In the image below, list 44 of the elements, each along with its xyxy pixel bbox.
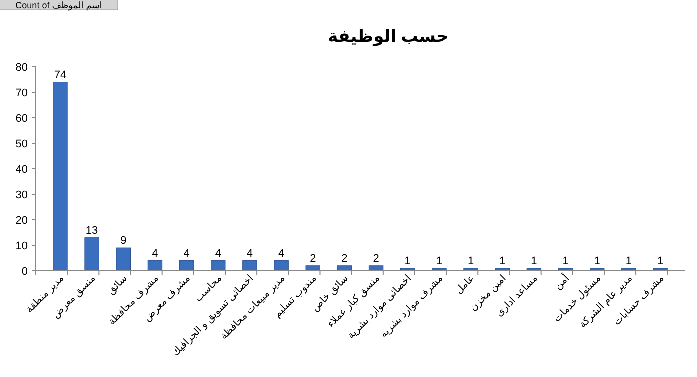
bar xyxy=(148,260,163,272)
data-label: 9 xyxy=(120,235,127,248)
bar xyxy=(53,82,68,272)
bar xyxy=(274,260,289,272)
data-label: 4 xyxy=(152,248,158,260)
data-label: 1 xyxy=(468,255,474,268)
y-tick-label: 10 xyxy=(16,240,28,252)
data-label: 1 xyxy=(500,255,506,268)
data-label: 4 xyxy=(278,248,285,260)
data-label: 1 xyxy=(657,255,664,268)
data-label: 4 xyxy=(246,248,254,260)
bar xyxy=(84,238,100,272)
x-tick-label: محاسب xyxy=(193,273,225,304)
data-label: 13 xyxy=(86,224,98,237)
x-tick-label: سائق xyxy=(106,273,130,298)
bar xyxy=(116,248,131,272)
y-tick-label: 30 xyxy=(16,190,28,202)
data-label: 1 xyxy=(562,255,569,268)
x-tick-label: أمن xyxy=(552,272,572,292)
y-tick-label: 80 xyxy=(16,62,28,74)
bar xyxy=(179,260,194,272)
data-label: 74 xyxy=(54,69,67,82)
bar xyxy=(306,266,320,272)
y-tick-label: 70 xyxy=(16,88,28,100)
bar xyxy=(242,260,258,272)
y-tick-label: 50 xyxy=(16,138,28,150)
data-label: 2 xyxy=(310,252,316,265)
data-label: 1 xyxy=(594,255,600,268)
data-label: 1 xyxy=(404,255,411,268)
x-tick-label: عامل xyxy=(454,273,478,297)
chart-title: حسب الوظيفة xyxy=(328,27,449,47)
y-tick-label: 40 xyxy=(16,164,28,176)
data-label: 4 xyxy=(215,248,222,260)
data-label: 1 xyxy=(436,255,443,268)
data-label: 4 xyxy=(184,248,190,260)
bar xyxy=(211,260,226,272)
data-label: 2 xyxy=(373,252,380,265)
y-tick-label: 20 xyxy=(16,215,28,227)
y-tick-label: 60 xyxy=(16,113,28,125)
data-label: 1 xyxy=(626,255,632,268)
text: Count of اسم الموظف xyxy=(16,0,102,12)
data-label: 1 xyxy=(531,255,538,268)
data-label: 2 xyxy=(342,252,348,265)
y-tick-label: 0 xyxy=(22,266,28,278)
